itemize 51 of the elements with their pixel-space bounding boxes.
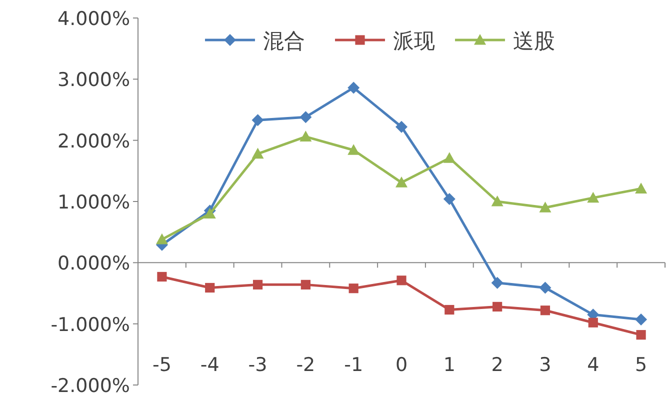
- x-tick-label: 3: [539, 354, 552, 376]
- point: [348, 144, 360, 155]
- x-tick-label: 5: [635, 354, 648, 376]
- point: [443, 193, 456, 206]
- y-tick-label: 1.000%: [58, 192, 130, 214]
- point: [491, 276, 504, 289]
- point: [587, 192, 600, 203]
- point: [300, 130, 312, 142]
- x-tick-label: -2: [296, 354, 316, 376]
- point: [396, 276, 406, 286]
- point: [636, 330, 646, 340]
- x-tick-label: 2: [491, 354, 504, 376]
- x-tick-label: 0: [395, 354, 408, 376]
- point: [157, 272, 167, 282]
- legend-label: 混合: [263, 29, 305, 53]
- point: [396, 120, 408, 133]
- legend-label: 送股: [513, 29, 555, 53]
- point: [539, 202, 552, 212]
- x-tick-label: 1: [443, 354, 456, 376]
- point: [300, 280, 310, 290]
- point: [252, 148, 264, 159]
- point: [348, 284, 358, 294]
- point: [300, 111, 312, 124]
- y-tick-label: -1.000%: [50, 314, 130, 336]
- point: [205, 282, 215, 293]
- point: [444, 304, 454, 315]
- x-tick-label: -4: [200, 354, 220, 376]
- x-tick-label: -3: [248, 354, 268, 376]
- point: [443, 152, 456, 163]
- point: [635, 182, 648, 194]
- point: [588, 318, 598, 328]
- point: [396, 176, 408, 188]
- x-tick-label: -1: [344, 354, 364, 376]
- legend-label: 派现: [393, 29, 435, 53]
- point: [491, 196, 504, 206]
- point: [252, 280, 263, 290]
- point: [540, 306, 550, 316]
- point: [539, 282, 552, 294]
- y-tick-label: 0.000%: [58, 252, 130, 275]
- point: [252, 114, 264, 126]
- x-tick-label: -5: [152, 354, 172, 376]
- point: [156, 233, 168, 244]
- point: [204, 208, 216, 219]
- y-tick-label: -2.000%: [50, 375, 130, 397]
- x-tick-label: 4: [587, 354, 600, 376]
- y-tick-label: 2.000%: [58, 130, 130, 152]
- point: [348, 82, 360, 94]
- y-tick-label: 4.000%: [58, 8, 130, 30]
- y-tick-label: 3.000%: [58, 69, 130, 92]
- point: [492, 302, 502, 312]
- point: [635, 314, 648, 326]
